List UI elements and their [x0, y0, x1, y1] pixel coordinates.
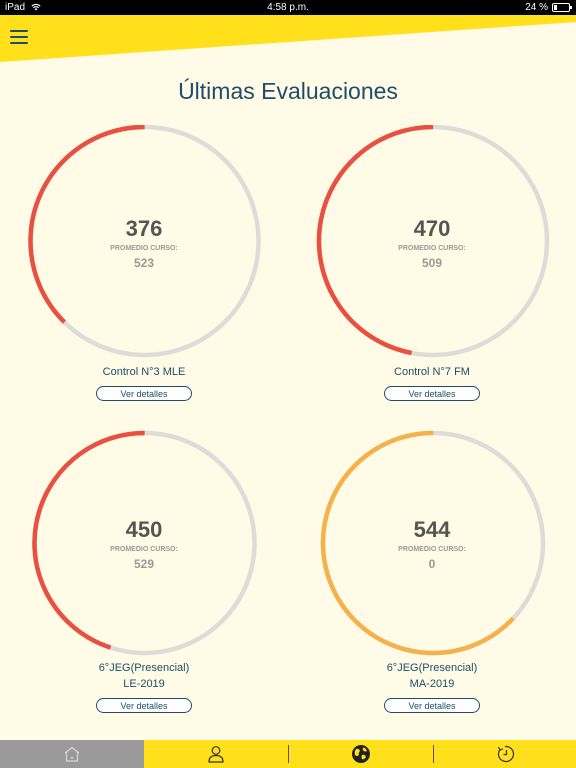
score-value: 376 [125, 216, 163, 241]
device-label: iPad [5, 2, 26, 13]
evaluation-name: Control N°7 FM [394, 366, 470, 378]
ring-progress [32, 430, 257, 656]
ring-progress [320, 430, 546, 656]
evaluation-name-line1: 6°JEG(Presencial) [98, 662, 190, 674]
evaluation-card: 470 PROMEDIO CURSO: 509 Control N°7 FM V… [288, 125, 576, 415]
details-button[interactable]: Ver detalles [384, 386, 480, 401]
status-bar: iPad 4:58 p.m. 24 % [0, 0, 576, 15]
average-value: 0 [428, 557, 436, 571]
evaluation-card: 376 PROMEDIO CURSO: 523 Control N°3 MLE … [0, 125, 288, 415]
tab-profile[interactable] [144, 740, 288, 768]
score-ring [316, 125, 550, 358]
battery-percent: 24 % [525, 2, 548, 13]
score-ring [32, 430, 257, 656]
average-value: 529 [133, 557, 155, 571]
average-label: PROMEDIO CURSO: [398, 546, 466, 553]
score-value: 470 [413, 216, 451, 241]
user-icon [208, 746, 224, 763]
menu-icon-bar [10, 36, 28, 38]
average-value: 509 [421, 256, 443, 270]
menu-button[interactable] [10, 30, 28, 44]
clock-history-icon [497, 745, 515, 763]
average-label: PROMEDIO CURSO: [398, 245, 466, 252]
score-value: 450 [125, 517, 163, 542]
evaluation-name: Control N°3 MLE [102, 366, 186, 378]
score-ring [28, 125, 261, 358]
page-title: Últimas Evaluaciones [178, 78, 398, 104]
average-label: PROMEDIO CURSO: [110, 245, 178, 252]
evaluation-card: 450 PROMEDIO CURSO: 529 6°JEG(Presencial… [0, 429, 288, 724]
details-button[interactable]: Ver detalles [384, 698, 480, 713]
evaluation-card: 544 PROMEDIO CURSO: 0 6°JEG(Presencial) … [288, 429, 576, 724]
score-ring [320, 430, 546, 656]
tab-home[interactable] [0, 740, 144, 768]
ring-progress [28, 125, 261, 358]
tab-divider [288, 745, 289, 763]
tab-divider [433, 745, 434, 763]
status-right: 24 % [525, 0, 572, 15]
score-value: 544 [413, 517, 451, 542]
menu-icon-bar [10, 42, 28, 44]
average-value: 523 [133, 256, 155, 270]
average-label: PROMEDIO CURSO: [110, 546, 178, 553]
details-button[interactable]: Ver detalles [96, 698, 192, 713]
status-left: iPad [5, 0, 41, 15]
battery-icon [552, 3, 572, 12]
tab-bar [0, 740, 576, 768]
menu-icon-bar [10, 30, 28, 32]
tab-world[interactable] [289, 740, 433, 768]
details-button[interactable]: Ver detalles [96, 386, 192, 401]
evaluation-name-line2: MA-2019 [409, 678, 455, 690]
home-icon [64, 746, 80, 762]
evaluation-name-line2: LE-2019 [123, 678, 165, 690]
globe-icon [352, 745, 370, 763]
status-time: 4:58 p.m. [267, 2, 309, 13]
wifi-icon [31, 4, 41, 11]
ring-progress [316, 125, 550, 358]
header-band [0, 15, 576, 62]
evaluation-name-line1: 6°JEG(Presencial) [386, 662, 478, 674]
tab-history[interactable] [434, 740, 576, 768]
